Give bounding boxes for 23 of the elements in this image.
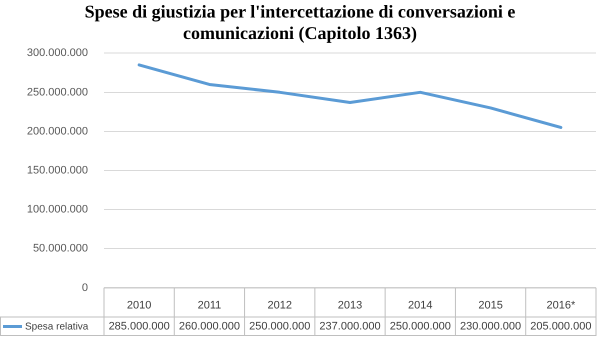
y-tick-label: 150.000.000 (26, 164, 88, 177)
x-tick-label: 2012 (267, 299, 292, 312)
x-tick-label: 2010 (126, 299, 152, 312)
data-label: 237.000.000 (319, 320, 381, 333)
data-label: 205.000.000 (530, 320, 592, 333)
x-tick-label: 2013 (338, 299, 362, 312)
data-label: 250.000.000 (390, 320, 451, 333)
data-label: 250.000.000 (249, 320, 310, 333)
x-tick-label: 2015 (478, 299, 503, 312)
y-tick-label: 100.000.000 (26, 204, 88, 216)
x-tick-label: 2016* (546, 299, 576, 312)
legend-label: Spesa relativa (25, 321, 89, 332)
y-tick-label: 250.000.000 (26, 86, 88, 98)
y-tick-label: 0 (82, 282, 88, 294)
x-tick-label: 2011 (198, 299, 222, 312)
x-tick-label: 2014 (408, 299, 433, 312)
y-tick-label: 50.000.000 (32, 242, 88, 255)
data-label: 260.000.000 (178, 320, 240, 333)
chart-title: Spese di giustizia per l'intercettazione di conversazioni e comunicazioni (Capitolo 1363) (84, 1, 516, 44)
data-label: 230.000.000 (460, 320, 522, 333)
y-tick-label: 300.000.000 (26, 47, 88, 60)
y-tick-label: 200.000.000 (26, 125, 88, 138)
data-label: 285.000.000 (108, 320, 170, 333)
